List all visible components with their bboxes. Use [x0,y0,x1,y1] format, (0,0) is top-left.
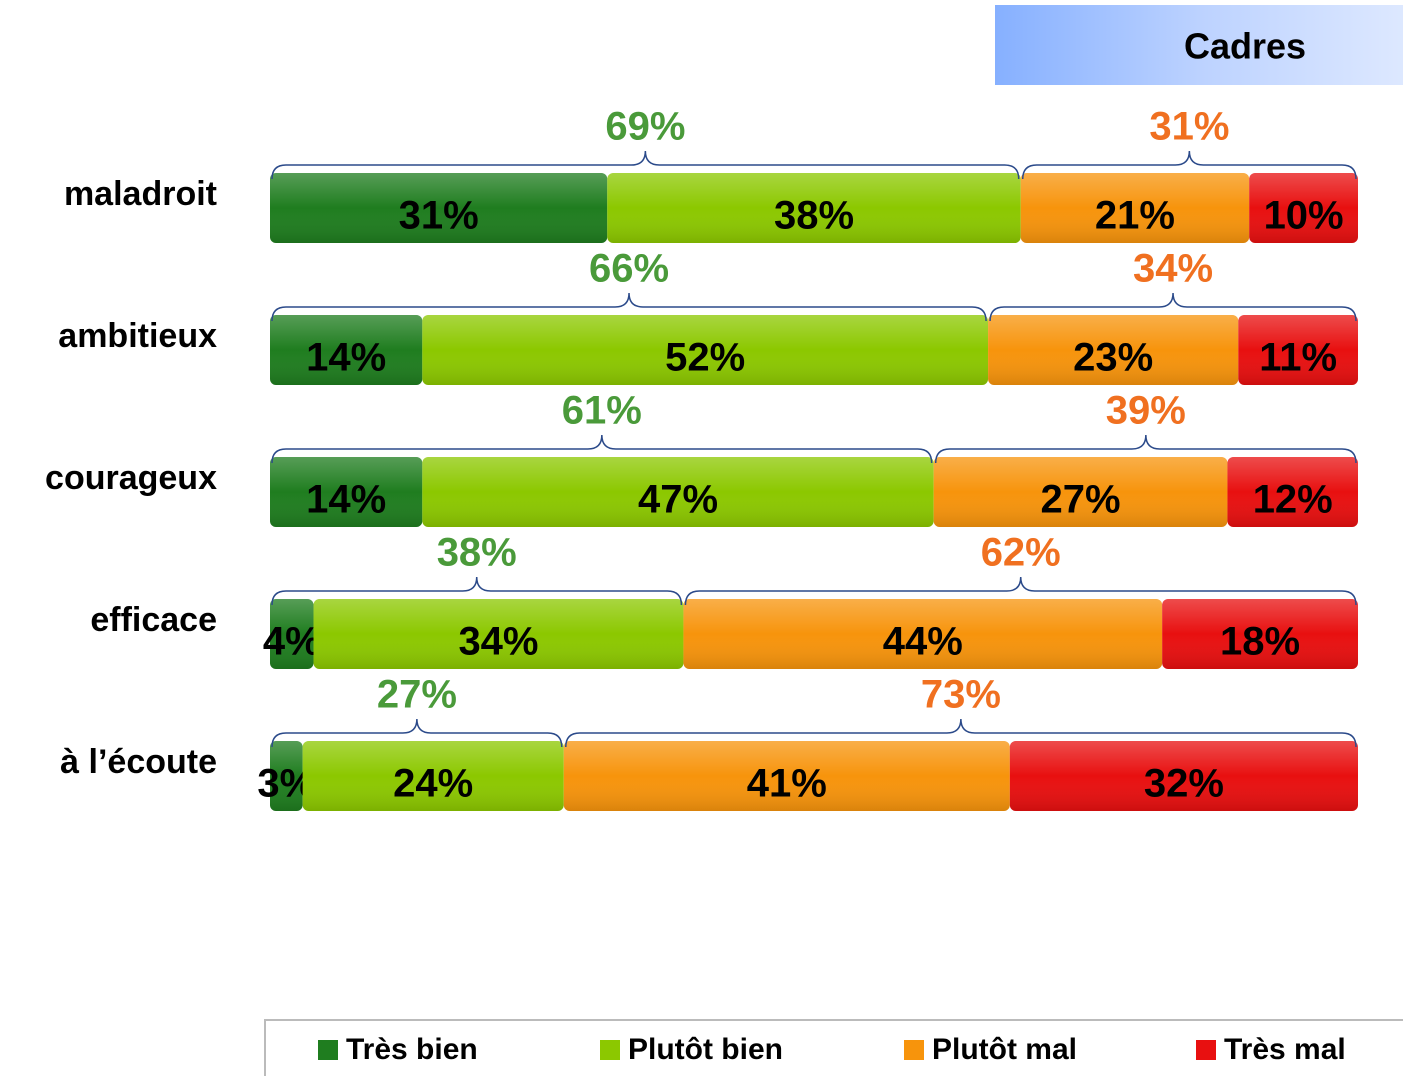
legend-label: Plutôt bien [628,1033,783,1066]
value-label: 24% [393,762,473,806]
value-label: 38% [774,194,854,238]
total-label: 69% [605,105,685,149]
category-label: efficace [90,601,217,639]
value-label: 18% [1220,620,1300,664]
bar-shine [683,599,1163,669]
value-label: 52% [665,336,745,380]
brace [1021,150,1357,180]
bar-shine [270,315,423,385]
total-label: 62% [981,531,1061,575]
legend-swatch [600,1040,620,1060]
value-label: 14% [306,336,386,380]
bar-shine [313,599,684,669]
brace [271,718,563,748]
total-label: 27% [377,673,457,717]
bar-shine [563,741,1010,811]
bar-shine [270,599,314,669]
category-label: ambitieux [58,317,217,355]
value-label: 4% [263,620,321,664]
bar-shine [988,315,1239,385]
value-label: 44% [883,620,963,664]
bar-shine [422,457,934,527]
total-label: 73% [921,673,1001,717]
category-label: à l’écoute [60,743,217,781]
value-label: 41% [747,762,827,806]
bar-shine [1162,599,1358,669]
legend-swatch [1196,1040,1216,1060]
value-label: 10% [1264,194,1344,238]
total-label: 38% [437,531,517,575]
chart-title: Cadres [1184,26,1306,67]
bar-shine [1249,173,1358,243]
category-label: maladroit [64,175,217,213]
value-label: 23% [1073,336,1153,380]
value-label: 34% [458,620,538,664]
value-label: 47% [638,478,718,522]
total-label: 39% [1106,389,1186,433]
brace [271,434,933,464]
brace [934,434,1357,464]
bar-shine [422,315,989,385]
brace [271,576,683,606]
brace [565,718,1357,748]
bar-shine [933,457,1228,527]
bar-shine [1009,741,1358,811]
brace [989,292,1357,322]
brace [271,292,987,322]
brace [271,150,1020,180]
value-label: 11% [1259,336,1337,380]
bar-shine [1020,173,1250,243]
value-label: 27% [1041,478,1121,522]
title-box [995,5,1403,85]
bar-shine [270,173,608,243]
total-label: 66% [589,247,669,291]
legend-swatch [904,1040,924,1060]
bar-shine [1238,315,1358,385]
bar-shine [270,457,423,527]
bar-shine [302,741,564,811]
legend-swatch [318,1040,338,1060]
total-label: 31% [1149,105,1229,149]
legend-label: Plutôt mal [932,1033,1077,1066]
total-label: 61% [562,389,642,433]
value-label: 31% [399,194,479,238]
value-label: 12% [1253,478,1333,522]
total-label: 34% [1133,247,1213,291]
brace [684,576,1357,606]
bar-shine [270,741,303,811]
value-label: 32% [1144,762,1224,806]
legend-label: Très bien [346,1033,478,1066]
bar-shine [1227,457,1358,527]
bar-shine [607,173,1021,243]
legend-label: Très mal [1224,1033,1346,1066]
value-label: 21% [1095,194,1175,238]
value-label: 14% [306,478,386,522]
category-label: courageux [45,459,217,497]
